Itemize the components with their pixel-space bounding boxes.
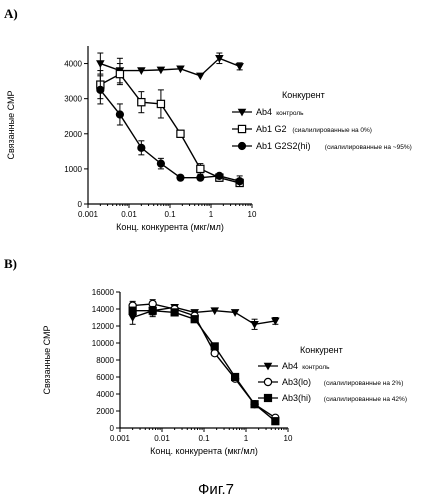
y-tick-label: 0 <box>78 200 83 209</box>
data-point-2 <box>271 417 280 426</box>
data-point-0 <box>96 60 105 68</box>
y-tick-label: 16000 <box>92 288 115 297</box>
data-point-2 <box>190 315 199 324</box>
data-point-2 <box>210 342 219 351</box>
chart-panel-b: 0 2000 4000 6000 8000 10000 12000 14000 16000 0.0… <box>42 288 407 456</box>
legend-marker <box>263 393 273 403</box>
x-tick-label: 1 <box>209 210 214 219</box>
legend-series-name: Ab4 <box>256 107 272 117</box>
x-tick-label: 0.01 <box>121 210 137 219</box>
data-point-0 <box>156 66 166 75</box>
y-tick-label: 12000 <box>92 322 115 331</box>
legend-series-note: контроль <box>302 364 330 371</box>
x-tick-label: 0.01 <box>154 434 170 443</box>
data-point-0 <box>210 307 220 316</box>
y-axis-title: Связанные СМР <box>42 326 52 395</box>
data-point-1 <box>196 164 205 174</box>
data-point-0 <box>250 321 259 329</box>
y-tick-label: 0 <box>110 424 115 433</box>
x-axis-title: Конц. конкурента (мкг/мл) <box>116 222 224 232</box>
legend-series-note: (сиалилированные на 2%) <box>324 380 404 387</box>
data-point-0 <box>230 309 240 317</box>
x-tick-label: 10 <box>248 210 257 219</box>
data-point-1 <box>137 97 146 107</box>
legend-series-name: Ab3(hi) <box>282 393 311 403</box>
y-tick-label: 4000 <box>96 390 114 399</box>
legend-series-note: (сиалилированные на ~95%) <box>325 144 412 151</box>
data-point-2 <box>156 159 166 168</box>
legend-series-name: Ab1 G2 <box>256 124 287 134</box>
y-tick-label: 10000 <box>92 339 115 348</box>
chart-panel-a: 0 1000 2000 3000 4000 0.001 0.01 0.1 1 10 Конц. ко… <box>6 46 412 232</box>
data-point-0 <box>271 317 280 326</box>
y-tick-label: 3000 <box>64 95 82 104</box>
data-point-2 <box>235 177 244 186</box>
legend-marker <box>263 377 273 387</box>
data-point-2 <box>137 143 146 152</box>
data-point-0 <box>176 65 185 74</box>
legend-series-name: Ab4 <box>282 361 298 371</box>
legend-series-note: (сиалилированные на 0%) <box>292 127 372 134</box>
y-tick-label: 2000 <box>96 407 114 416</box>
data-point-2 <box>215 171 224 181</box>
y-tick-label: 4000 <box>64 60 82 69</box>
data-point-2 <box>128 306 137 315</box>
legend-series-note: (сиалилированные на 42%) <box>324 396 407 403</box>
data-point-0 <box>137 67 146 76</box>
data-point-2 <box>230 372 240 382</box>
y-axis-title: Связанные СМР <box>6 91 16 160</box>
x-axis-title: Конц. конкурента (мкг/мл) <box>150 446 258 456</box>
data-point-2 <box>250 400 259 409</box>
legend-series-note: контроль <box>276 110 304 117</box>
figure-caption: Фиг.7 <box>198 481 234 498</box>
legend-marker <box>237 141 247 151</box>
data-point-2 <box>170 308 179 317</box>
data-point-0 <box>235 63 244 71</box>
legend-title: Конкурент <box>282 90 325 100</box>
data-point-0 <box>128 314 137 322</box>
data-point-2 <box>196 173 205 182</box>
legend-marker <box>237 108 247 117</box>
y-tick-label: 8000 <box>96 356 114 365</box>
data-point-0 <box>215 55 224 63</box>
data-point-2 <box>176 173 185 182</box>
legend-marker <box>237 124 247 134</box>
x-tick-label: 0.1 <box>198 434 210 443</box>
panel-a-label: A) <box>4 6 18 21</box>
data-point-1 <box>176 129 185 138</box>
legend-series-name: Ab3(lo) <box>282 377 311 387</box>
data-point-2 <box>148 306 157 315</box>
y-tick-label: 1000 <box>64 165 82 174</box>
series-line-1 <box>100 73 240 184</box>
x-tick-label: 0.001 <box>110 434 131 443</box>
x-tick-label: 0.1 <box>164 210 176 219</box>
y-tick-label: 14000 <box>92 305 115 314</box>
data-point-0 <box>196 72 205 81</box>
data-point-1 <box>156 99 166 109</box>
panel-b-label: B) <box>4 256 17 271</box>
x-tick-label: 0.001 <box>78 210 99 219</box>
x-tick-label: 1 <box>244 434 249 443</box>
data-point-1 <box>115 69 125 79</box>
legend-marker <box>263 362 273 371</box>
legend-title: Конкурент <box>300 345 343 355</box>
data-point-2 <box>96 85 105 94</box>
data-point-2 <box>115 110 125 119</box>
x-tick-label: 10 <box>284 434 293 443</box>
y-tick-label: 6000 <box>96 373 114 382</box>
y-tick-label: 2000 <box>64 130 82 139</box>
legend-series-name: Ab1 G2S2(hi) <box>256 141 311 151</box>
